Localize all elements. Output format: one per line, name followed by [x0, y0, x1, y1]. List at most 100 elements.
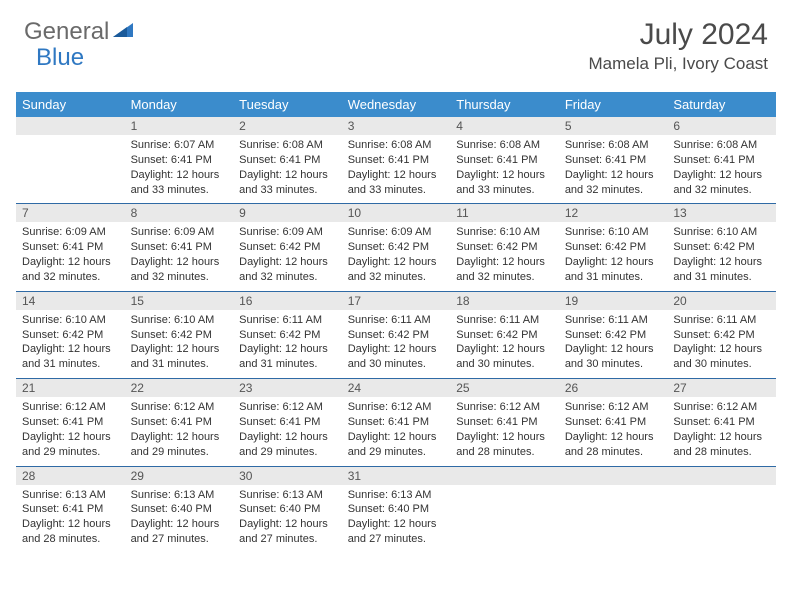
calendar-day-cell — [450, 466, 559, 553]
calendar-day-cell: 6Sunrise: 6:08 AMSunset: 6:41 PMDaylight… — [667, 117, 776, 204]
weekday-header: Monday — [125, 92, 234, 117]
calendar-day-cell: 3Sunrise: 6:08 AMSunset: 6:41 PMDaylight… — [342, 117, 451, 204]
day-number: 9 — [233, 204, 342, 222]
day-details: Sunrise: 6:09 AMSunset: 6:41 PMDaylight:… — [125, 222, 234, 290]
calendar-day-cell: 27Sunrise: 6:12 AMSunset: 6:41 PMDayligh… — [667, 379, 776, 466]
day-details: Sunrise: 6:13 AMSunset: 6:41 PMDaylight:… — [16, 485, 125, 553]
day-details: Sunrise: 6:11 AMSunset: 6:42 PMDaylight:… — [233, 310, 342, 378]
day-details: Sunrise: 6:11 AMSunset: 6:42 PMDaylight:… — [559, 310, 668, 378]
day-number: 21 — [16, 379, 125, 397]
calendar-day-cell — [16, 117, 125, 204]
day-details: Sunrise: 6:10 AMSunset: 6:42 PMDaylight:… — [559, 222, 668, 290]
day-number: 20 — [667, 292, 776, 310]
calendar-week-row: 21Sunrise: 6:12 AMSunset: 6:41 PMDayligh… — [16, 379, 776, 466]
day-details: Sunrise: 6:12 AMSunset: 6:41 PMDaylight:… — [16, 397, 125, 465]
calendar-day-cell — [559, 466, 668, 553]
day-number: 15 — [125, 292, 234, 310]
calendar-day-cell: 5Sunrise: 6:08 AMSunset: 6:41 PMDaylight… — [559, 117, 668, 204]
title-block: July 2024 Mamela Pli, Ivory Coast — [589, 18, 769, 74]
calendar-day-cell: 21Sunrise: 6:12 AMSunset: 6:41 PMDayligh… — [16, 379, 125, 466]
calendar-day-cell: 25Sunrise: 6:12 AMSunset: 6:41 PMDayligh… — [450, 379, 559, 466]
weekday-header: Saturday — [667, 92, 776, 117]
calendar-day-cell: 24Sunrise: 6:12 AMSunset: 6:41 PMDayligh… — [342, 379, 451, 466]
calendar-day-cell: 30Sunrise: 6:13 AMSunset: 6:40 PMDayligh… — [233, 466, 342, 553]
calendar-day-cell: 10Sunrise: 6:09 AMSunset: 6:42 PMDayligh… — [342, 204, 451, 291]
day-number: 8 — [125, 204, 234, 222]
day-details: Sunrise: 6:09 AMSunset: 6:42 PMDaylight:… — [233, 222, 342, 290]
weekday-header: Sunday — [16, 92, 125, 117]
day-details: Sunrise: 6:13 AMSunset: 6:40 PMDaylight:… — [125, 485, 234, 553]
calendar-day-cell: 20Sunrise: 6:11 AMSunset: 6:42 PMDayligh… — [667, 291, 776, 378]
day-details: Sunrise: 6:12 AMSunset: 6:41 PMDaylight:… — [559, 397, 668, 465]
day-number: 14 — [16, 292, 125, 310]
day-number: 27 — [667, 379, 776, 397]
day-details: Sunrise: 6:13 AMSunset: 6:40 PMDaylight:… — [342, 485, 451, 553]
logo: General Blue — [24, 18, 135, 46]
day-details: Sunrise: 6:10 AMSunset: 6:42 PMDaylight:… — [125, 310, 234, 378]
calendar-day-cell: 14Sunrise: 6:10 AMSunset: 6:42 PMDayligh… — [16, 291, 125, 378]
calendar-day-cell: 13Sunrise: 6:10 AMSunset: 6:42 PMDayligh… — [667, 204, 776, 291]
day-details: Sunrise: 6:11 AMSunset: 6:42 PMDaylight:… — [450, 310, 559, 378]
day-details: Sunrise: 6:12 AMSunset: 6:41 PMDaylight:… — [233, 397, 342, 465]
day-number: 2 — [233, 117, 342, 135]
calendar-week-row: 7Sunrise: 6:09 AMSunset: 6:41 PMDaylight… — [16, 204, 776, 291]
day-details: Sunrise: 6:08 AMSunset: 6:41 PMDaylight:… — [667, 135, 776, 203]
day-number: 5 — [559, 117, 668, 135]
calendar-week-row: 28Sunrise: 6:13 AMSunset: 6:41 PMDayligh… — [16, 466, 776, 553]
calendar-day-cell: 12Sunrise: 6:10 AMSunset: 6:42 PMDayligh… — [559, 204, 668, 291]
day-number: 23 — [233, 379, 342, 397]
header: General Blue July 2024 Mamela Pli, Ivory… — [0, 0, 792, 82]
day-details: Sunrise: 6:11 AMSunset: 6:42 PMDaylight:… — [342, 310, 451, 378]
logo-text-blue: Blue — [36, 44, 84, 72]
calendar-day-cell: 22Sunrise: 6:12 AMSunset: 6:41 PMDayligh… — [125, 379, 234, 466]
day-details: Sunrise: 6:13 AMSunset: 6:40 PMDaylight:… — [233, 485, 342, 553]
day-details: Sunrise: 6:08 AMSunset: 6:41 PMDaylight:… — [450, 135, 559, 203]
day-details: Sunrise: 6:12 AMSunset: 6:41 PMDaylight:… — [342, 397, 451, 465]
day-number: 28 — [16, 467, 125, 485]
day-details: Sunrise: 6:10 AMSunset: 6:42 PMDaylight:… — [667, 222, 776, 290]
weekday-header: Friday — [559, 92, 668, 117]
day-number: 6 — [667, 117, 776, 135]
calendar-day-cell: 18Sunrise: 6:11 AMSunset: 6:42 PMDayligh… — [450, 291, 559, 378]
calendar-day-cell: 19Sunrise: 6:11 AMSunset: 6:42 PMDayligh… — [559, 291, 668, 378]
calendar-body: 1Sunrise: 6:07 AMSunset: 6:41 PMDaylight… — [16, 117, 776, 553]
logo-triangle-icon — [113, 18, 135, 46]
day-details: Sunrise: 6:08 AMSunset: 6:41 PMDaylight:… — [559, 135, 668, 203]
calendar-day-cell: 31Sunrise: 6:13 AMSunset: 6:40 PMDayligh… — [342, 466, 451, 553]
day-details: Sunrise: 6:12 AMSunset: 6:41 PMDaylight:… — [667, 397, 776, 465]
day-number: 17 — [342, 292, 451, 310]
day-details: Sunrise: 6:08 AMSunset: 6:41 PMDaylight:… — [233, 135, 342, 203]
day-number: 31 — [342, 467, 451, 485]
calendar-day-cell: 16Sunrise: 6:11 AMSunset: 6:42 PMDayligh… — [233, 291, 342, 378]
calendar-day-cell: 7Sunrise: 6:09 AMSunset: 6:41 PMDaylight… — [16, 204, 125, 291]
calendar-week-row: 1Sunrise: 6:07 AMSunset: 6:41 PMDaylight… — [16, 117, 776, 204]
day-number: 22 — [125, 379, 234, 397]
day-number — [559, 467, 668, 485]
day-details: Sunrise: 6:11 AMSunset: 6:42 PMDaylight:… — [667, 310, 776, 378]
location-label: Mamela Pli, Ivory Coast — [589, 54, 769, 74]
day-number: 29 — [125, 467, 234, 485]
day-number: 4 — [450, 117, 559, 135]
calendar-header-row: SundayMondayTuesdayWednesdayThursdayFrid… — [16, 92, 776, 117]
day-number: 18 — [450, 292, 559, 310]
day-details: Sunrise: 6:08 AMSunset: 6:41 PMDaylight:… — [342, 135, 451, 203]
calendar-day-cell: 1Sunrise: 6:07 AMSunset: 6:41 PMDaylight… — [125, 117, 234, 204]
calendar-day-cell — [667, 466, 776, 553]
day-details: Sunrise: 6:12 AMSunset: 6:41 PMDaylight:… — [125, 397, 234, 465]
day-number: 1 — [125, 117, 234, 135]
calendar-day-cell: 15Sunrise: 6:10 AMSunset: 6:42 PMDayligh… — [125, 291, 234, 378]
weekday-header: Thursday — [450, 92, 559, 117]
page-title: July 2024 — [589, 18, 769, 52]
day-number: 11 — [450, 204, 559, 222]
calendar-day-cell: 28Sunrise: 6:13 AMSunset: 6:41 PMDayligh… — [16, 466, 125, 553]
day-number: 10 — [342, 204, 451, 222]
day-details: Sunrise: 6:10 AMSunset: 6:42 PMDaylight:… — [450, 222, 559, 290]
calendar-day-cell: 2Sunrise: 6:08 AMSunset: 6:41 PMDaylight… — [233, 117, 342, 204]
day-details: Sunrise: 6:09 AMSunset: 6:41 PMDaylight:… — [16, 222, 125, 290]
calendar-day-cell: 4Sunrise: 6:08 AMSunset: 6:41 PMDaylight… — [450, 117, 559, 204]
day-number: 24 — [342, 379, 451, 397]
day-number: 19 — [559, 292, 668, 310]
day-number — [450, 467, 559, 485]
calendar-day-cell: 17Sunrise: 6:11 AMSunset: 6:42 PMDayligh… — [342, 291, 451, 378]
day-details: Sunrise: 6:12 AMSunset: 6:41 PMDaylight:… — [450, 397, 559, 465]
